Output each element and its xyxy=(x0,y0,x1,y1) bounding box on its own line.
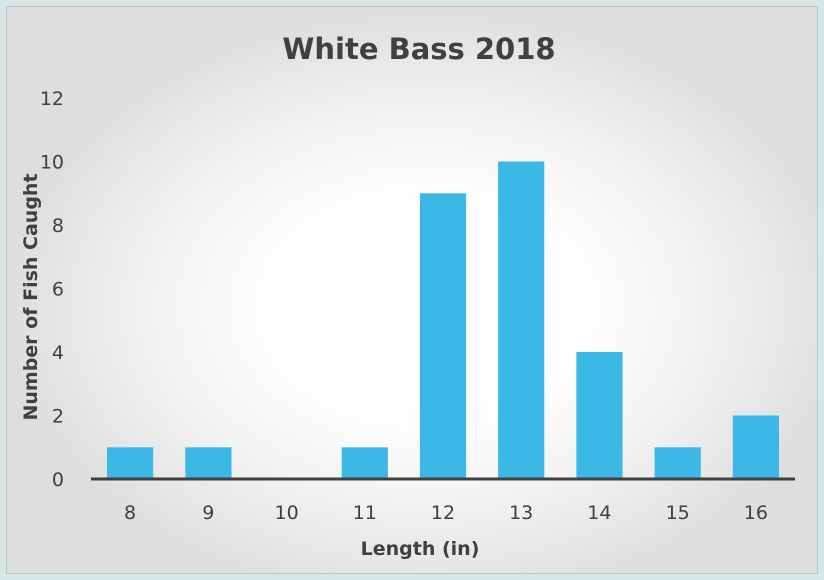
x-tick-label: 16 xyxy=(744,502,768,524)
y-tick-label: 6 xyxy=(52,279,64,301)
x-axis-title: Length (in) xyxy=(361,538,480,560)
x-tick-label: 12 xyxy=(431,502,455,524)
bar-13 xyxy=(498,161,545,479)
x-axis-ticks: 8 9 10 11 12 13 14 15 16 xyxy=(124,502,768,524)
y-tick-label: 2 xyxy=(52,406,64,428)
bar-11 xyxy=(341,447,388,480)
x-tick-label: 11 xyxy=(353,502,377,524)
x-tick-label: 13 xyxy=(509,502,533,524)
y-axis-title: Number of Fish Caught xyxy=(20,173,42,420)
bar-9 xyxy=(185,447,232,480)
bar-14 xyxy=(576,352,623,479)
y-tick-label: 12 xyxy=(40,88,64,110)
bar-chart: White Bass 2018 0 2 4 6 8 10 12 8 9 10 11 12 13 14 15… xyxy=(20,32,795,560)
x-tick-label: 15 xyxy=(666,502,690,524)
bar-16 xyxy=(732,415,779,479)
bar-15 xyxy=(654,447,701,480)
y-tick-label: 4 xyxy=(52,342,64,364)
x-tick-label: 8 xyxy=(124,502,136,524)
x-tick-label: 14 xyxy=(587,502,611,524)
bar-8 xyxy=(107,447,154,480)
chart-frame: White Bass 2018 0 2 4 6 8 10 12 8 9 10 11 12 13 14 15… xyxy=(6,6,818,574)
y-axis-ticks: 0 2 4 6 8 10 12 xyxy=(40,88,64,491)
y-tick-label: 8 xyxy=(52,215,64,237)
bar-12 xyxy=(419,193,467,480)
x-tick-label: 9 xyxy=(202,502,214,524)
y-tick-label: 10 xyxy=(40,152,64,174)
chart-title: White Bass 2018 xyxy=(282,32,555,66)
y-tick-label: 0 xyxy=(52,469,64,491)
bar-group xyxy=(107,161,779,480)
x-tick-label: 10 xyxy=(275,502,299,524)
